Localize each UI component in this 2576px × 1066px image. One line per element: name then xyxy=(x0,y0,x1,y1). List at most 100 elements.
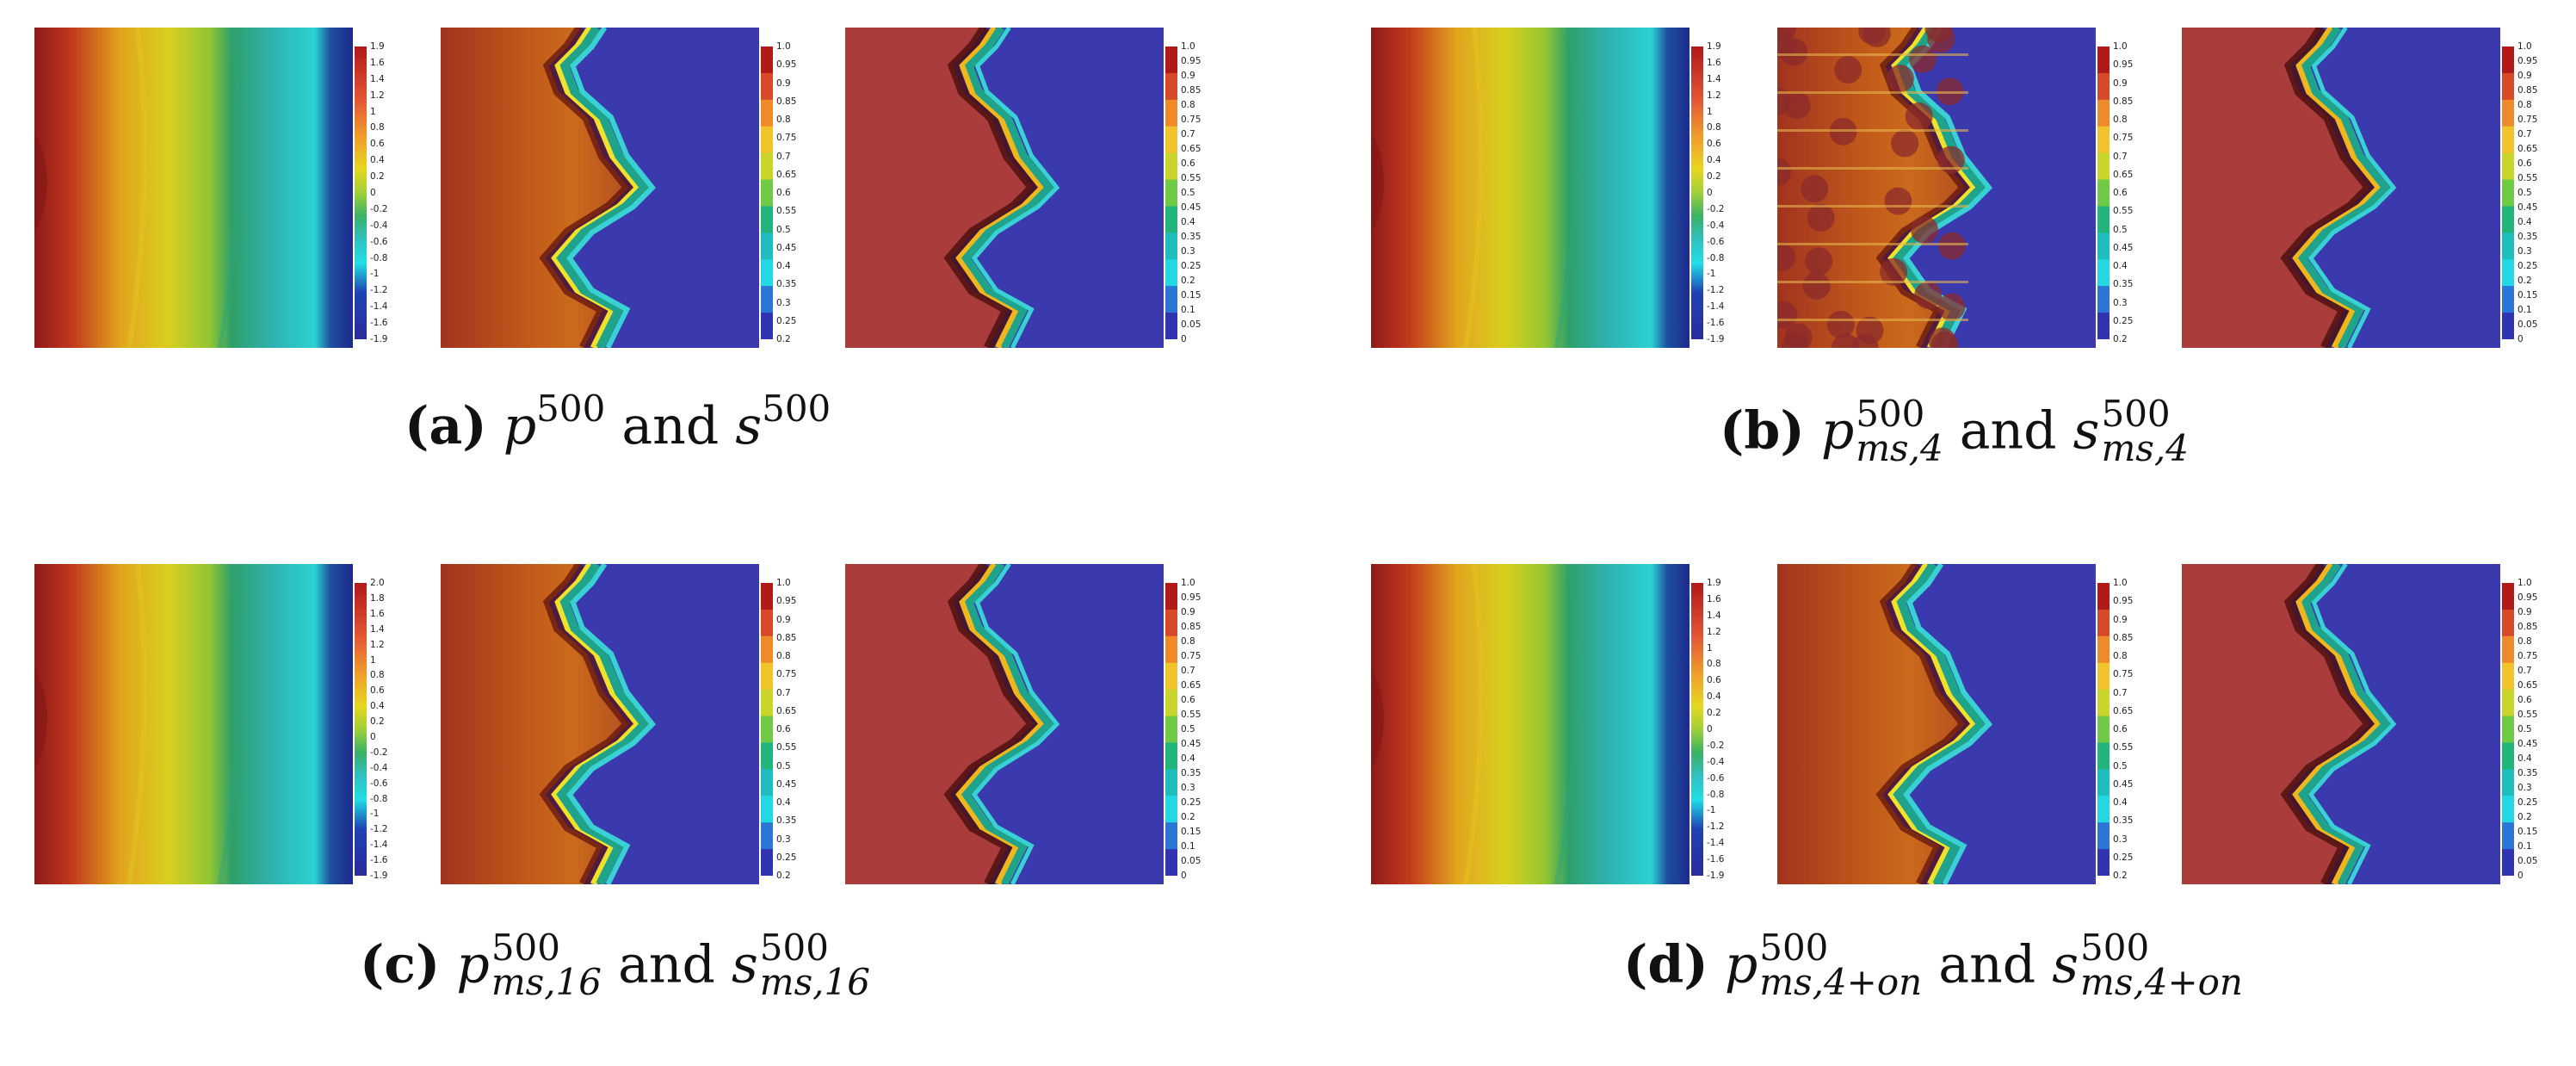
colorbar-tick-label: 0.35 xyxy=(2113,815,2134,827)
colorbar-tick-label: 0.9 xyxy=(776,614,791,625)
colorbar-tick-label: 0.75 xyxy=(2113,669,2134,680)
colorbar-tick-label: 0.8 xyxy=(776,650,791,661)
colorbar-tick-label: 1.0 xyxy=(776,577,791,588)
colorbar-tick-label: 0.95 xyxy=(2113,596,2134,607)
colorbar-tick-label: 0.7 xyxy=(2517,665,2532,676)
colorbar-tick-label: 0.95 xyxy=(2517,55,2538,66)
c-colorbar-2 xyxy=(761,583,773,877)
b-map-3 xyxy=(2182,28,2500,348)
colorbar-tick-label: 0.9 xyxy=(1181,606,1195,617)
b-colorbar-2-ticks: 1.0 0.95 0.9 0.85 0.8 0.75 0.7 0.65 0.6 0.55 0.5 0.… xyxy=(2113,42,2165,344)
caption-joiner: and xyxy=(621,396,720,456)
colorbar-tick-label: 0.7 xyxy=(776,151,791,162)
colorbar-tick-label: 0.05 xyxy=(1181,319,1202,330)
a-saturation-field-1 xyxy=(441,28,759,348)
colorbar-tick-label: 0.55 xyxy=(2113,206,2134,217)
colorbar-tick-label: -1.6 xyxy=(1707,317,1725,328)
colorbar-tick-label: 0.15 xyxy=(2517,289,2538,301)
colorbar-tick-label: 0.7 xyxy=(2517,128,2532,139)
colorbar-tick-label: 0.5 xyxy=(1181,723,1195,734)
colorbar-tick-label: -1.6 xyxy=(370,854,388,865)
colorbar-tick-label: 0.6 xyxy=(2113,723,2128,734)
d-colorbar-2 xyxy=(2097,583,2110,877)
c-colorbar-3-ticks: 1.0 0.95 0.9 0.85 0.8 0.75 0.7 0.65 0.6 0.55 0.5 0.… xyxy=(1181,579,1232,880)
colorbar-tick-label: 0.8 xyxy=(1181,635,1195,647)
colorbar-tick-label: 0.45 xyxy=(1181,738,1202,749)
caption-s-symbol: s xyxy=(735,396,763,456)
colorbar-tick-label: 0.7 xyxy=(1181,128,1195,139)
caption-s-symbol: s xyxy=(2052,934,2079,995)
colorbar-tick-label: 1.2 xyxy=(370,639,385,650)
c-colorbar-3 xyxy=(1165,583,1177,877)
b-colorbar-3-ticks: 1.0 0.95 0.9 0.85 0.8 0.75 0.7 0.65 0.6 0.55 0.5 0.… xyxy=(2517,42,2569,344)
colorbar-tick-label: -0.4 xyxy=(1707,756,1725,767)
caption-a: (a) p500 and s500 xyxy=(405,391,831,453)
caption-p-subscript: ms,16 xyxy=(491,960,602,1003)
caption-p-superscript: 500 xyxy=(536,387,606,430)
colorbar-tick-label: -0.2 xyxy=(1707,740,1725,751)
caption-s-subscript: ms,4+on xyxy=(2080,960,2243,1003)
colorbar-tick-label: 0.6 xyxy=(1181,158,1195,169)
colorbar-tick-label: 1 xyxy=(370,106,376,117)
colorbar-tick-label: 0.45 xyxy=(2517,201,2538,213)
colorbar-tick-label: 1.0 xyxy=(2113,577,2128,588)
colorbar-tick-label: 0.4 xyxy=(2517,753,2532,764)
colorbar-tick-label: 0.8 xyxy=(2517,635,2532,647)
colorbar-tick-label: 0.65 xyxy=(2113,705,2134,716)
colorbar-tick-label: 0 xyxy=(1707,187,1713,198)
colorbar-tick-label: 1 xyxy=(1707,106,1713,117)
colorbar-tick-label: 1.9 xyxy=(370,40,385,52)
colorbar-tick-label: 1.4 xyxy=(1707,610,1721,621)
colorbar-tick-label: -0.2 xyxy=(370,747,388,758)
colorbar-tick-label: 0.5 xyxy=(2113,760,2128,772)
colorbar-tick-label: 0.75 xyxy=(2517,114,2538,125)
colorbar-tick-label: 1.2 xyxy=(1707,626,1721,637)
c-map-3 xyxy=(845,564,1164,884)
colorbar-tick-label: 0.55 xyxy=(2113,742,2134,753)
colorbar-tick-label: 0.2 xyxy=(1707,170,1721,182)
caption-s-superscript: 500 xyxy=(2101,393,2171,435)
colorbar-tick-label: 0.9 xyxy=(2517,606,2532,617)
colorbar-tick-label: 0.65 xyxy=(776,705,797,716)
colorbar-tick-label: 1.0 xyxy=(2517,40,2532,52)
d-saturation-field-2 xyxy=(2182,564,2500,884)
colorbar-tick-label: 0.2 xyxy=(2517,811,2532,822)
c-saturation-field-2 xyxy=(845,564,1164,884)
caption-p-scripts: 500 ms,4 xyxy=(1856,396,1943,467)
colorbar-tick-label: 0.9 xyxy=(1181,70,1195,81)
colorbar-tick-label: 0.15 xyxy=(2517,826,2538,837)
colorbar-tick-label: 0.2 xyxy=(1181,811,1195,822)
colorbar-tick-label: 0.15 xyxy=(1181,826,1202,837)
c-pressure-field xyxy=(34,564,353,884)
colorbar-tick-label: 1.2 xyxy=(370,90,385,101)
colorbar-tick-label: 0 xyxy=(2517,870,2523,881)
colorbar-tick-label: -0.6 xyxy=(1707,772,1725,784)
colorbar-tick-label: 0.85 xyxy=(2517,621,2538,632)
colorbar-tick-label: -0.6 xyxy=(370,236,388,247)
c-map-1 xyxy=(34,564,353,884)
colorbar-tick-label: 0.85 xyxy=(1181,621,1202,632)
colorbar-tick-label: 0.7 xyxy=(2113,151,2128,162)
colorbar-tick-label: -0.8 xyxy=(1707,252,1725,263)
colorbar-tick-label: 0.1 xyxy=(2517,840,2532,852)
caption-label: (c) xyxy=(360,934,441,995)
a-colorbar-1-ticks: 1.9 1.6 1.4 1.2 1 0.8 0.6 0.4 0.2 0 -0.2 -0.4 -0.6 -0… xyxy=(370,42,422,344)
colorbar-tick-label: 0.95 xyxy=(2113,59,2134,71)
colorbar-tick-label: 0.85 xyxy=(2113,632,2134,643)
colorbar-tick-label: -1.9 xyxy=(370,870,388,881)
colorbar-tick-label: -0.6 xyxy=(1707,236,1725,247)
colorbar-tick-label: 1.6 xyxy=(1707,57,1721,68)
colorbar-tick-label: 0.6 xyxy=(1707,675,1721,686)
colorbar-tick-label: 0.1 xyxy=(1181,304,1195,315)
colorbar-tick-label: 0.5 xyxy=(1181,187,1195,198)
caption-c: (c) p 500 ms,16 and s 500 ms,16 xyxy=(360,930,870,1003)
colorbar-tick-label: -1.2 xyxy=(1707,821,1725,833)
colorbar-tick-label: 0.65 xyxy=(2113,169,2134,180)
c-colorbar-1-ticks: 2.0 1.8 1.6 1.4 1.2 1 0.8 0.6 0.4 0.2 0 -0.2 -0.4 -0.… xyxy=(370,579,422,880)
colorbar-tick-label: 0.25 xyxy=(776,315,797,326)
colorbar-tick-label: 0 xyxy=(1181,333,1187,344)
colorbar-tick-label: 0.9 xyxy=(2113,614,2128,625)
colorbar-tick-label: -1.9 xyxy=(1707,870,1725,881)
colorbar-tick-label: 1 xyxy=(370,654,376,666)
caption-s-symbol: s xyxy=(2073,400,2100,462)
